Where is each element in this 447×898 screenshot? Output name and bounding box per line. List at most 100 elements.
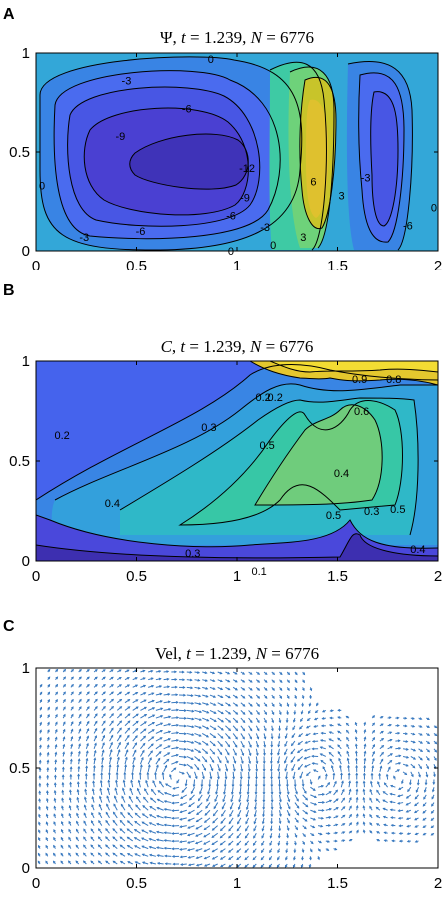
- velocity-arrow-head: [346, 736, 349, 740]
- velocity-arrow: [245, 817, 250, 824]
- velocity-arrow-head: [204, 671, 208, 675]
- velocity-arrow-head: [68, 836, 71, 840]
- velocity-arrow: [202, 725, 209, 730]
- velocity-arrow: [179, 825, 187, 828]
- velocity-arrow-head: [303, 756, 307, 760]
- velocity-arrow: [112, 828, 118, 834]
- velocity-arrow-head: [171, 801, 175, 805]
- velocity-arrow-head: [212, 813, 216, 817]
- velocity-arrow-head: [285, 776, 288, 780]
- velocity-arrow: [155, 707, 163, 711]
- velocity-arrow: [83, 820, 87, 826]
- velocity-arrow-head: [286, 704, 290, 708]
- velocity-arrow: [122, 788, 126, 796]
- velocity-arrow-head: [90, 852, 94, 856]
- velocity-arrow-head: [283, 760, 287, 764]
- velocity-arrow: [379, 766, 382, 772]
- velocity-arrow-head: [54, 766, 58, 770]
- velocity-arrow-head: [347, 772, 351, 776]
- velocity-arrow-head: [298, 734, 302, 738]
- velocity-arrow-head: [198, 726, 202, 729]
- velocity-arrow-head: [198, 734, 202, 737]
- velocity-arrow: [395, 755, 401, 757]
- velocity-arrow-head: [61, 781, 65, 785]
- velocity-arrow-head: [195, 856, 199, 860]
- velocity-arrow: [252, 840, 257, 846]
- velocity-arrow-head: [312, 732, 316, 736]
- velocity-arrow-head: [249, 703, 253, 707]
- velocity-arrow-head: [314, 795, 318, 799]
- velocity-arrow-head: [139, 764, 143, 768]
- velocity-arrow: [224, 771, 227, 779]
- velocity-arrow: [141, 837, 149, 842]
- velocity-arrow-head: [272, 680, 276, 683]
- velocity-arrow-head: [93, 764, 96, 768]
- velocity-arrow-head: [97, 836, 101, 840]
- velocity-arrow: [185, 779, 188, 786]
- velocity-arrow-head: [430, 832, 434, 836]
- velocity-arrow-head: [382, 791, 386, 794]
- velocity-arrow-head: [341, 788, 345, 792]
- velocity-arrow-head: [390, 784, 394, 788]
- contour-label: 0.5: [260, 440, 275, 452]
- velocity-arrow-head: [46, 782, 49, 786]
- contour-label: 0: [228, 246, 234, 258]
- velocity-arrow: [248, 748, 252, 756]
- velocity-arrow-head: [198, 742, 202, 745]
- velocity-arrow-head: [252, 864, 256, 868]
- x-tick-label: 0.5: [126, 875, 147, 892]
- velocity-arrow: [85, 781, 87, 788]
- velocity-arrow-head: [255, 752, 259, 757]
- velocity-arrow-head: [222, 799, 226, 803]
- velocity-arrow: [240, 733, 245, 740]
- velocity-arrow: [144, 788, 149, 796]
- velocity-arrow: [148, 692, 154, 696]
- velocity-arrow-head: [326, 848, 330, 851]
- velocity-arrow-head: [419, 757, 423, 761]
- velocity-arrow-head: [221, 813, 224, 817]
- velocity-arrow: [194, 686, 201, 689]
- velocity-arrow-head: [147, 764, 151, 768]
- velocity-arrow: [340, 789, 345, 796]
- velocity-arrow-head: [63, 698, 66, 702]
- velocity-arrow-head: [345, 715, 349, 719]
- velocity-arrow-head: [91, 788, 95, 792]
- velocity-arrow-head: [171, 824, 175, 828]
- velocity-arrow-head: [79, 683, 82, 687]
- velocity-arrow: [194, 694, 201, 697]
- velocity-arrow-head: [328, 731, 332, 734]
- velocity-arrow-head: [389, 738, 393, 742]
- velocity-arrow: [141, 829, 149, 834]
- velocity-arrow-head: [45, 836, 49, 840]
- velocity-arrow-head: [303, 826, 307, 830]
- velocity-arrow: [297, 748, 303, 753]
- velocity-arrow: [248, 740, 252, 748]
- velocity-arrow: [93, 735, 97, 742]
- velocity-arrow: [228, 855, 234, 860]
- velocity-arrow-head: [383, 823, 387, 827]
- velocity-arrow-head: [389, 746, 393, 749]
- velocity-arrow: [135, 861, 141, 865]
- velocity-arrow: [193, 779, 196, 787]
- panel-letter-b: B: [3, 282, 15, 299]
- velocity-arrow-head: [390, 831, 394, 835]
- velocity-arrow-head: [161, 771, 165, 775]
- velocity-arrow: [195, 832, 203, 837]
- velocity-arrow-head: [135, 727, 139, 731]
- velocity-arrow: [149, 806, 157, 811]
- velocity-arrow-head: [375, 798, 379, 802]
- velocity-arrow-head: [119, 706, 123, 709]
- velocity-arrow-head: [313, 810, 317, 813]
- velocity-arrow-head: [234, 679, 238, 683]
- velocity-arrow: [346, 751, 350, 757]
- velocity-arrow: [135, 804, 141, 811]
- velocity-arrow-head: [46, 790, 49, 794]
- velocity-arrow: [329, 758, 334, 765]
- velocity-arrow: [155, 737, 163, 742]
- velocity-arrow: [140, 684, 146, 688]
- panel-a: A Ψ, t = 1.239, N = 6776: [0, 0, 447, 270]
- velocity-arrow-head: [279, 806, 282, 810]
- velocity-arrow-head: [412, 740, 416, 744]
- velocity-arrow-head: [294, 834, 298, 838]
- velocity-arrow-head: [187, 863, 191, 867]
